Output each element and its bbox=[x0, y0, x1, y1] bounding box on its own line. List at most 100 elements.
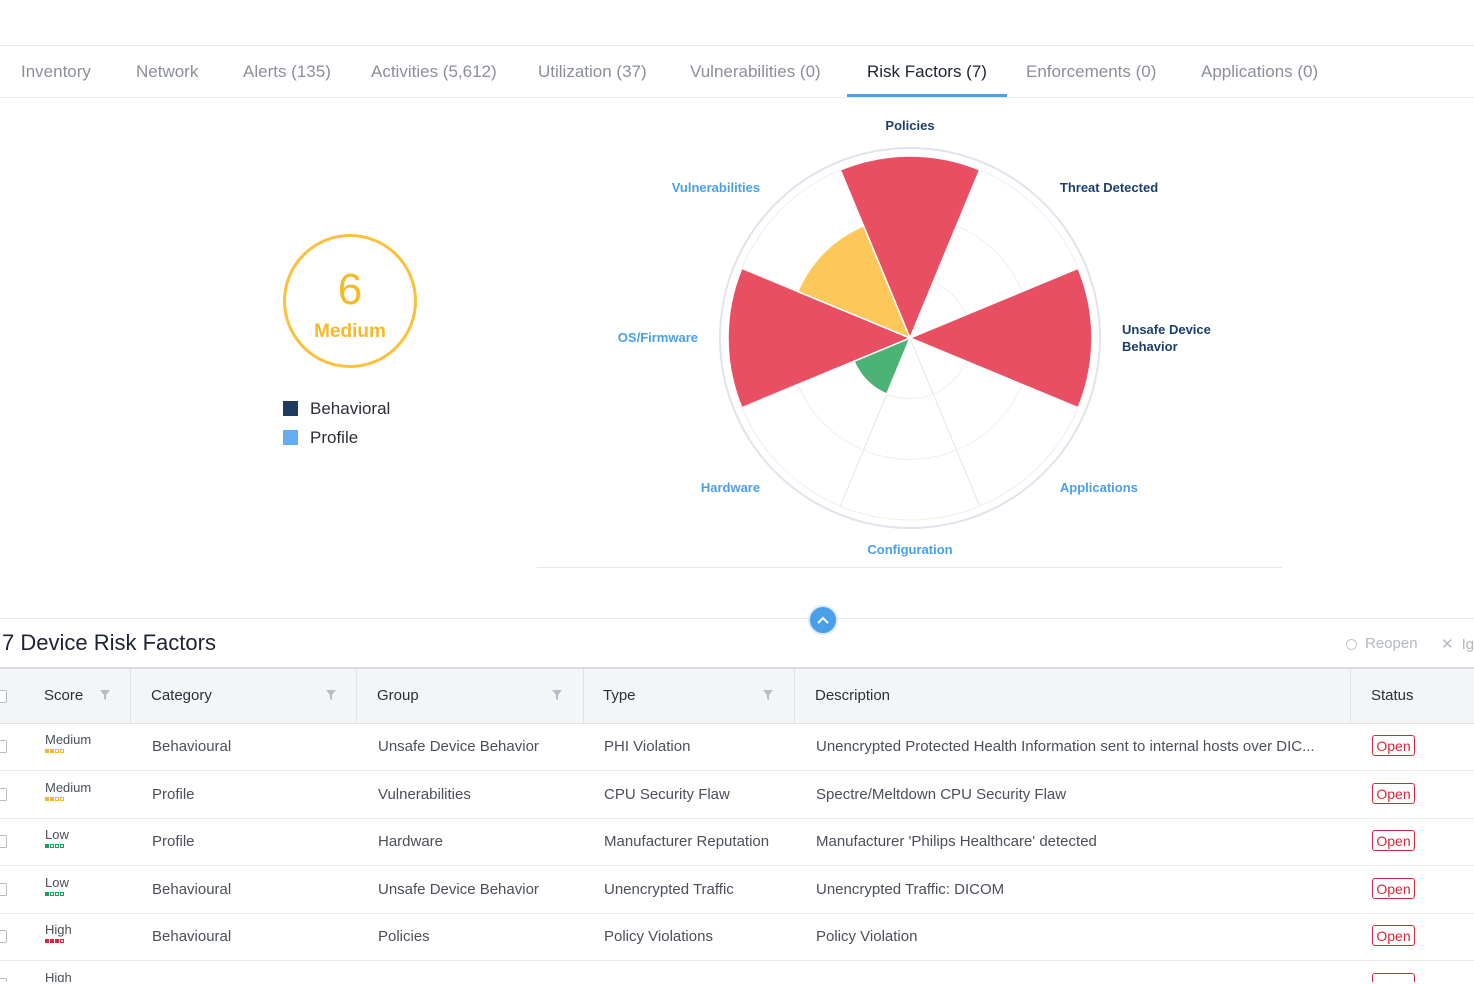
score-bar bbox=[55, 891, 59, 896]
table-row[interactable]: High bbox=[0, 961, 1474, 983]
tab-network[interactable]: Network bbox=[136, 62, 199, 81]
column-header-description[interactable]: Description bbox=[815, 687, 891, 704]
score-label: Low bbox=[45, 874, 69, 890]
score-level-bars bbox=[45, 891, 69, 896]
filter-icon[interactable] bbox=[552, 689, 562, 701]
tab-activities[interactable]: Activities (5,612) bbox=[371, 62, 497, 81]
tab-applications[interactable]: Applications (0) bbox=[1201, 62, 1319, 81]
chart-wedge-unsafe-device-behavior[interactable] bbox=[908, 267, 1093, 409]
legend-label-behavioral: Behavioral bbox=[310, 399, 391, 418]
row-checkbox[interactable] bbox=[0, 740, 7, 753]
score-bar bbox=[50, 749, 54, 753]
group-cell: Policies bbox=[378, 928, 430, 945]
tab-vulnerabilities[interactable]: Vulnerabilities (0) bbox=[690, 62, 821, 81]
row-checkbox[interactable] bbox=[0, 787, 7, 801]
column-header-type[interactable]: Type bbox=[603, 687, 636, 704]
chevron-up-icon bbox=[817, 616, 829, 624]
row-checkbox[interactable] bbox=[0, 977, 7, 982]
risk-score-circle: 6 Medium bbox=[283, 234, 417, 368]
table-row[interactable]: Low Behavioural Unsafe Device Behavior Unen… bbox=[0, 866, 1474, 914]
score-bar bbox=[45, 796, 49, 801]
legend-label-profile: Profile bbox=[310, 428, 359, 447]
table-row[interactable]: Medium Profile Vulnerabilities CPU Security… bbox=[0, 771, 1474, 819]
chart-wedge-os-firmware[interactable] bbox=[727, 267, 912, 409]
description-cell: Unencrypted Traffic: DICOM bbox=[816, 880, 1005, 898]
column-header-category[interactable]: Category bbox=[151, 687, 212, 704]
row-checkbox[interactable] bbox=[0, 930, 7, 943]
select-all-checkbox[interactable] bbox=[0, 690, 7, 703]
ignore-label: Ig bbox=[1461, 636, 1474, 653]
legend-item-profile: Profile bbox=[283, 427, 390, 456]
score-bar bbox=[60, 796, 64, 801]
status-badge[interactable]: Open bbox=[1372, 782, 1415, 804]
reopen-button[interactable]: Reopen bbox=[1346, 635, 1418, 652]
status-badge[interactable]: Open bbox=[1372, 830, 1415, 851]
score-bar bbox=[50, 844, 54, 848]
score-cell: Medium bbox=[45, 780, 91, 801]
tab-enforcements[interactable]: Enforcements (0) bbox=[1026, 62, 1157, 81]
tab-risk[interactable]: Risk Factors (7) bbox=[847, 46, 1007, 97]
category-cell: Behavioural bbox=[152, 738, 232, 755]
type-cell: Unencrypted Traffic bbox=[604, 880, 734, 898]
status-badge[interactable]: Open bbox=[1372, 735, 1415, 756]
chart-category-label: Applications bbox=[1060, 480, 1138, 495]
row-checkbox[interactable] bbox=[0, 882, 7, 896]
status-badge[interactable]: Open bbox=[1372, 877, 1415, 899]
table-row[interactable]: High Behavioural Policies Policy Violations… bbox=[0, 913, 1474, 961]
filter-icon[interactable] bbox=[100, 689, 110, 701]
type-cell bbox=[604, 961, 789, 983]
table-row[interactable]: Low Profile Hardware Manufacturer Reputatio… bbox=[0, 818, 1474, 866]
category-cell: Profile bbox=[152, 785, 195, 803]
status-badge[interactable]: Open bbox=[1372, 925, 1415, 946]
score-bar bbox=[45, 891, 49, 896]
tab-alerts[interactable]: Alerts (135) bbox=[243, 62, 331, 81]
score-cell: Low bbox=[45, 874, 69, 896]
risk-factors-title: 7 Device Risk Factors bbox=[2, 630, 216, 655]
category-cell bbox=[152, 961, 352, 983]
score-bar bbox=[60, 939, 64, 943]
type-cell: Manufacturer Reputation bbox=[604, 833, 770, 850]
column-separator bbox=[1350, 669, 1351, 723]
score-label: High bbox=[45, 969, 72, 982]
filter-icon[interactable] bbox=[763, 689, 773, 701]
collapse-panel-button[interactable] bbox=[808, 605, 838, 635]
column-header-status[interactable]: Status bbox=[1371, 687, 1414, 704]
status-badge[interactable] bbox=[1372, 972, 1415, 982]
group-cell: Vulnerabilities bbox=[378, 785, 471, 803]
group-cell: Unsafe Device Behavior bbox=[378, 880, 539, 898]
score-level-bars bbox=[45, 939, 72, 943]
ignore-button[interactable]: ✕ Ig bbox=[1441, 635, 1474, 653]
reopen-label: Reopen bbox=[1365, 635, 1418, 652]
column-separator bbox=[356, 669, 357, 723]
score-label: High bbox=[45, 922, 72, 937]
top-bar bbox=[0, 0, 1474, 46]
description-cell: Unencrypted Protected Health Information… bbox=[816, 738, 1315, 755]
filter-icon[interactable] bbox=[326, 689, 336, 701]
score-cell: High bbox=[45, 923, 72, 943]
row-checkbox[interactable] bbox=[0, 835, 7, 848]
category-cell: Behavioural bbox=[152, 928, 232, 945]
chart-wedge-vulnerabilities[interactable] bbox=[796, 224, 912, 340]
type-cell: Policy Violations bbox=[604, 928, 713, 945]
chart-legend: Behavioral Profile bbox=[283, 398, 390, 456]
table-row[interactable]: Medium Behavioural Unsafe Device Behavior P… bbox=[0, 723, 1474, 771]
chart-outer-ring bbox=[719, 147, 1101, 529]
chart-category-label: Hardware bbox=[701, 480, 760, 495]
tab-utilization[interactable]: Utilization (37) bbox=[538, 62, 647, 81]
reopen-icon bbox=[1346, 638, 1357, 650]
score-level-bars bbox=[45, 749, 91, 753]
risk-score-value: 6 bbox=[337, 265, 363, 314]
chart-category-label: Policies bbox=[885, 118, 934, 133]
column-header-score[interactable]: Score bbox=[44, 687, 84, 704]
column-header-group[interactable]: Group bbox=[377, 687, 419, 704]
score-label: Low bbox=[45, 827, 69, 842]
chart-category-label: Unsafe Device Behavior bbox=[1122, 322, 1211, 354]
legend-swatch-profile bbox=[283, 430, 298, 445]
chart-wedge-policies[interactable] bbox=[839, 155, 981, 340]
tab-inventory[interactable]: Inventory bbox=[21, 62, 91, 81]
description-cell bbox=[816, 961, 1338, 983]
score-bar bbox=[60, 891, 64, 896]
score-bar bbox=[55, 796, 59, 801]
close-icon: ✕ bbox=[1441, 636, 1454, 653]
score-bar bbox=[55, 749, 59, 753]
